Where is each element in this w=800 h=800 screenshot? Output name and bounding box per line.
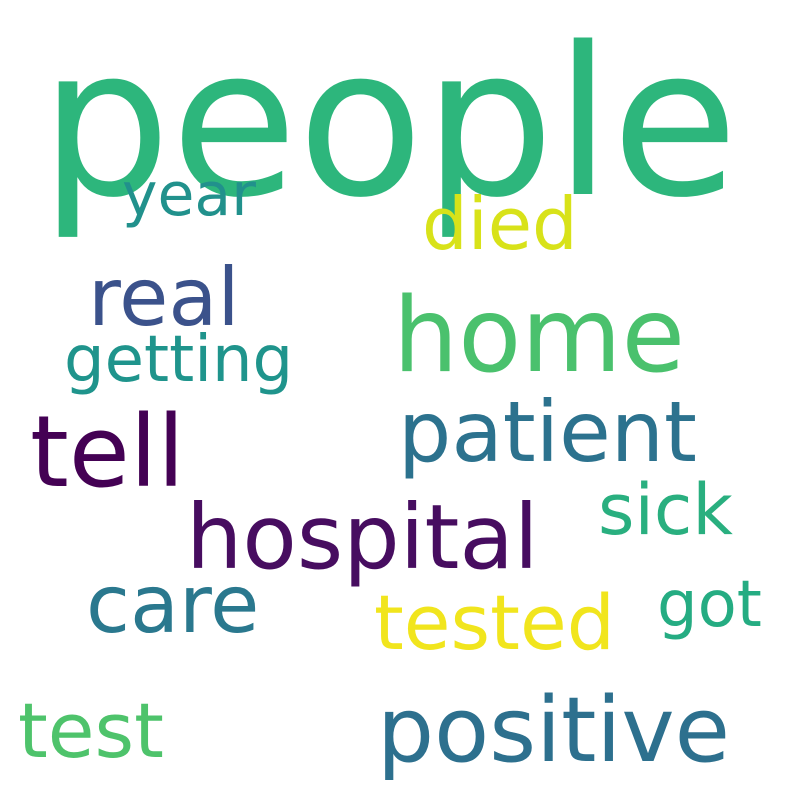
word-got: got: [657, 568, 762, 642]
word-getting: getting: [64, 323, 294, 397]
word-hospital: hospital: [186, 485, 539, 589]
word-positive: positive: [377, 678, 731, 783]
word-test: test: [18, 686, 164, 775]
word-patient: patient: [398, 383, 697, 481]
word-tested: tested: [374, 578, 615, 667]
word-home: home: [393, 276, 686, 396]
word-sick: sick: [598, 469, 733, 551]
word-tell: tell: [30, 395, 185, 510]
word-care: care: [86, 558, 260, 651]
word-real: real: [88, 251, 240, 344]
word-died: died: [422, 182, 578, 266]
word-year: year: [122, 160, 256, 230]
word-people: people: [40, 3, 739, 243]
